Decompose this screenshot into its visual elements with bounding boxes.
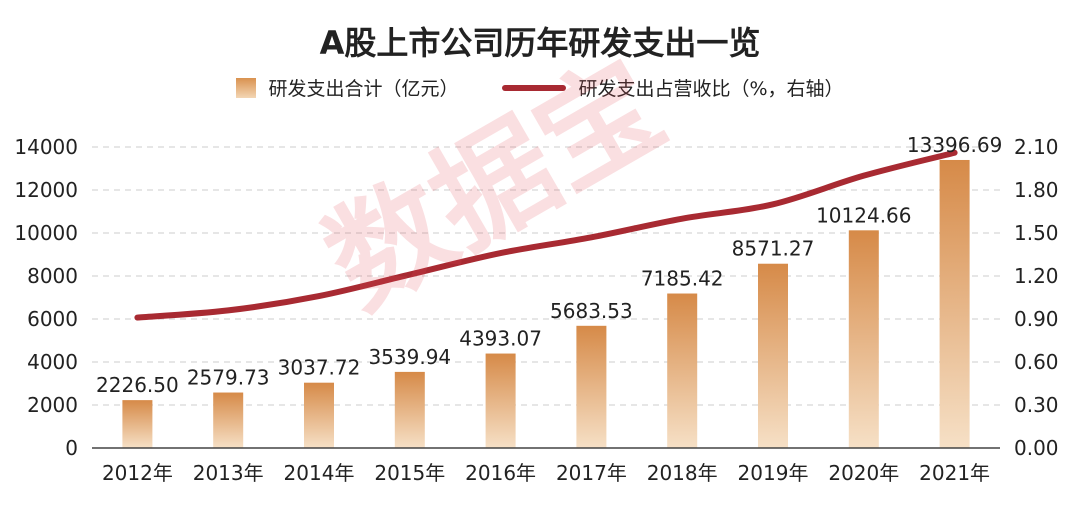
y-right-tick-label: 1.20 — [1014, 264, 1059, 288]
y-left-tick-label: 6000 — [27, 307, 78, 331]
bar — [848, 230, 879, 448]
y-right-tick-label: 1.50 — [1014, 221, 1059, 245]
bar-value-label: 13396.69 — [907, 133, 1002, 157]
x-tick-label: 2017年 — [556, 461, 627, 485]
legend-item-bar: 研发支出合计（亿元） — [236, 74, 458, 101]
bar-value-label: 3037.72 — [278, 356, 361, 380]
y-left-tick-label: 12000 — [14, 178, 78, 202]
bar-value-label: 8571.27 — [732, 237, 815, 261]
bar-value-label: 2226.50 — [96, 373, 179, 397]
bar — [122, 400, 153, 448]
legend-line-swatch — [502, 84, 567, 91]
bar — [667, 293, 698, 448]
legend-bar-swatch — [236, 77, 257, 98]
bar-value-label: 10124.66 — [816, 203, 911, 227]
x-tick-label: 2021年 — [919, 461, 990, 485]
y-left-tick-label: 4000 — [27, 350, 78, 374]
x-tick-label: 2012年 — [102, 461, 173, 485]
x-tick-label: 2016年 — [465, 461, 536, 485]
chart-title: A股上市公司历年研发支出一览 — [319, 24, 761, 62]
chart-legend: 研发支出合计（亿元） 研发支出占营收比（%，右轴） — [0, 74, 1080, 101]
bar — [485, 353, 516, 448]
bar-value-label: 5683.53 — [550, 299, 633, 323]
y-left-tick-label: 10000 — [14, 221, 78, 245]
y-left-tick-label: 8000 — [27, 264, 78, 288]
y-right-tick-label: 0.30 — [1014, 393, 1059, 417]
y-right-tick-label: 1.80 — [1014, 178, 1059, 202]
ratio-line — [134, 149, 958, 321]
bar — [939, 159, 970, 448]
y-left-tick-label: 14000 — [14, 135, 78, 159]
bar-value-label: 3539.94 — [368, 345, 451, 369]
x-tick-label: 2014年 — [284, 461, 355, 485]
legend-item-line: 研发支出占营收比（%，右轴） — [502, 74, 844, 101]
x-tick-label: 2019年 — [738, 461, 809, 485]
bar — [213, 392, 244, 448]
y-right-tick-label: 0.90 — [1014, 307, 1059, 331]
y-left-tick-label: 2000 — [27, 393, 78, 417]
bar-value-label: 4393.07 — [459, 327, 542, 351]
bar — [394, 371, 425, 448]
bar — [304, 382, 334, 448]
y-right-tick-label: 0.60 — [1014, 350, 1059, 374]
bar-value-label: 7185.42 — [641, 267, 724, 291]
x-tick-label: 2018年 — [647, 461, 718, 485]
legend-line-label: 研发支出占营收比（%，右轴） — [578, 78, 844, 100]
y-right-tick-label: 2.10 — [1014, 135, 1059, 159]
y-left-tick-label: 0 — [65, 436, 78, 460]
x-tick-label: 2020年 — [828, 461, 899, 485]
bar — [576, 325, 607, 448]
legend-bar-label: 研发支出合计（亿元） — [268, 78, 459, 100]
bar-value-label: 2579.73 — [187, 366, 270, 390]
y-right-tick-label: 0.00 — [1014, 436, 1059, 460]
bar — [758, 263, 788, 448]
x-tick-label: 2015年 — [374, 461, 445, 485]
x-tick-label: 2013年 — [193, 461, 264, 485]
